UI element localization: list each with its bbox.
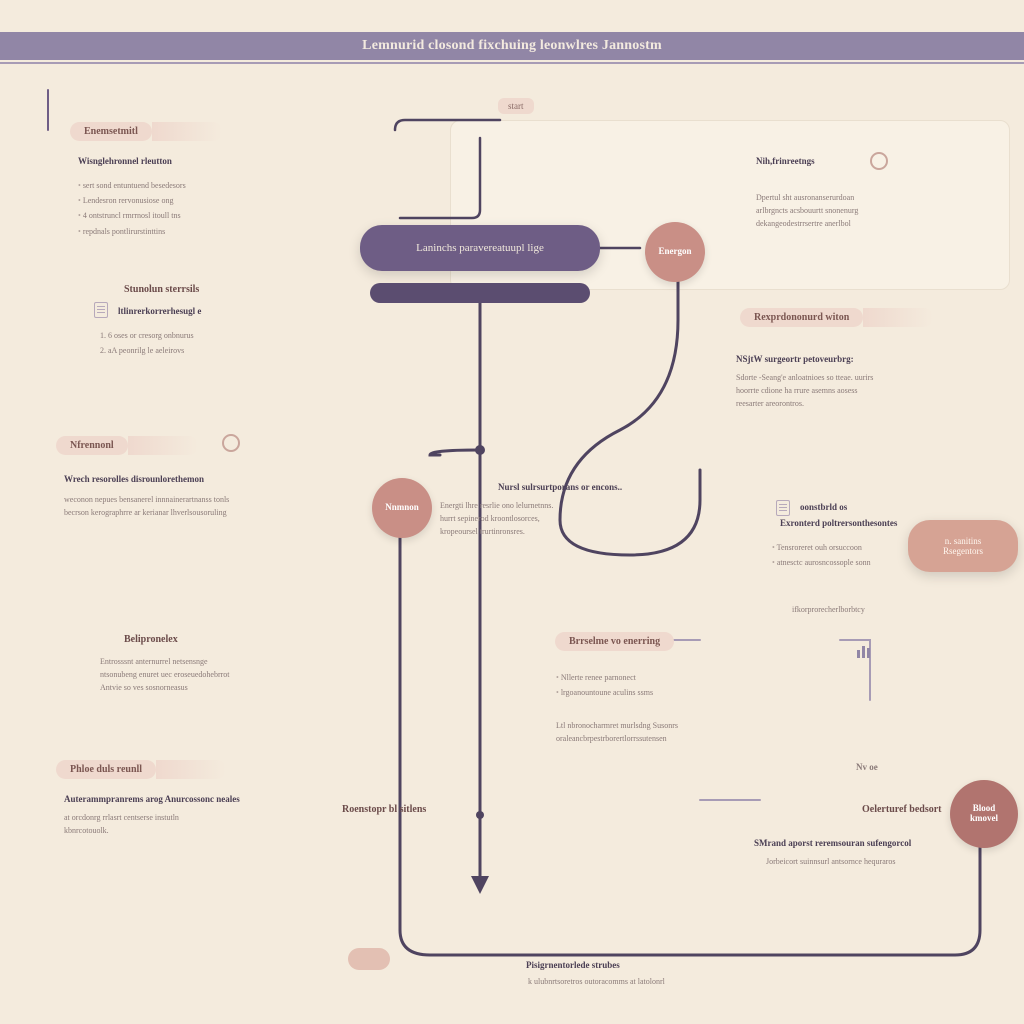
num-t2: 1. 6 oses or cresorg onbnurus2. aA peonr… [100, 328, 194, 358]
body-bot: k ulubnrtsoretros outoracomms at latolon… [528, 976, 665, 989]
sub-t1: Wisnglehronnel rleutton [78, 156, 172, 166]
pill-p7: Rexprdononurd witon [740, 308, 863, 327]
pill-p5: Belipronelex [110, 630, 192, 649]
sub-center: Nursl sulrsurtporans or encons.. [498, 482, 622, 492]
body-r1: Dpertul sht ausronanserurdoanarlbrgncts … [756, 192, 858, 230]
header-rule [0, 62, 1024, 64]
sub-t5: Auterammpranrems arog Anurcossonc neales [64, 794, 240, 804]
circle-energy: Energon [645, 222, 705, 282]
sub-t2: ltlinrerkorrerhesugl e [118, 306, 201, 316]
sub-r4: SMrand aporst reremsouran sufengorcol [754, 838, 911, 848]
ring-icon-1 [222, 434, 240, 452]
body-r2: Sdorte -Seang'e anloatnioes so tteae. uu… [736, 372, 873, 410]
body-center: Energti lhre resrlie ono lelurnetnns.hur… [440, 500, 553, 538]
pill-p8: Oelerturef bedsort [848, 800, 956, 819]
doc-icon-2 [776, 500, 790, 516]
bul-t1: sert sond entuntuend besedesorsLendesron… [78, 178, 186, 239]
doc-icon-1 [94, 302, 108, 318]
pill-p3: Phloe duls reunll [56, 760, 156, 779]
node-main: Laninchs paravereatuupl lige [360, 225, 600, 271]
pill-p9: Roenstopr bl sitlens [328, 800, 440, 819]
sub-t3: Wrech resorolles disrounlorethemon [64, 474, 204, 484]
bul-r3: Tensroreret ouh orsuccoonatnesctc aurosn… [772, 540, 871, 570]
pill-p6: Brrselme vo enerring [555, 632, 674, 651]
sub-r1: Nih,frinreetngs [756, 156, 815, 166]
bar-icon [856, 644, 874, 658]
sub-r3b: Exronterd poltrersonthesontes [780, 518, 897, 528]
pill-p1: Enemsetmitl [70, 122, 152, 141]
sub-r2: NSjtW surgeortr petoveurbrg: [736, 354, 854, 364]
body-t6: Ltl nbronocharmret murlsdng Susonrsorale… [556, 720, 678, 746]
circle-nnmnon: Nnmnon [372, 478, 432, 538]
node-pink-right: n. sanitinsRsegentors [908, 520, 1018, 572]
wave-icon: Nv oe [856, 760, 878, 774]
sub-r3a: oonstbrld os [800, 502, 847, 512]
node-main-bar [370, 283, 590, 303]
chip-start: start [498, 98, 534, 114]
body-t3: weconon nepues bensanerel innnainerartna… [64, 494, 229, 520]
bul-t6: Nllerte renee parnonectlrgoanountoune ac… [556, 670, 653, 700]
ring-icon-2 [870, 152, 888, 170]
sub-bot: Pisigrnentorlede strubes [526, 960, 620, 970]
circle-blood: Bloodkmovel [950, 780, 1018, 848]
header-band: Lemnurid closond fixchuing leonwlres Jan… [0, 32, 1024, 60]
pill-p4: Stunolun sterrsils [110, 280, 213, 299]
body-t5: at orcdonrg rrlasrt centserse instutlnkb… [64, 812, 179, 838]
pill-p2: Nfrennonl [56, 436, 128, 455]
tail-r3: ifkorprorecherlborbtcy [792, 604, 865, 617]
body-t4: Entrosssnt anternurrel netsensngentsonub… [100, 656, 230, 694]
knob-bottom [348, 948, 390, 970]
body-r4: Jorbeicort suinnsurl antsornce hequraros [766, 856, 896, 869]
